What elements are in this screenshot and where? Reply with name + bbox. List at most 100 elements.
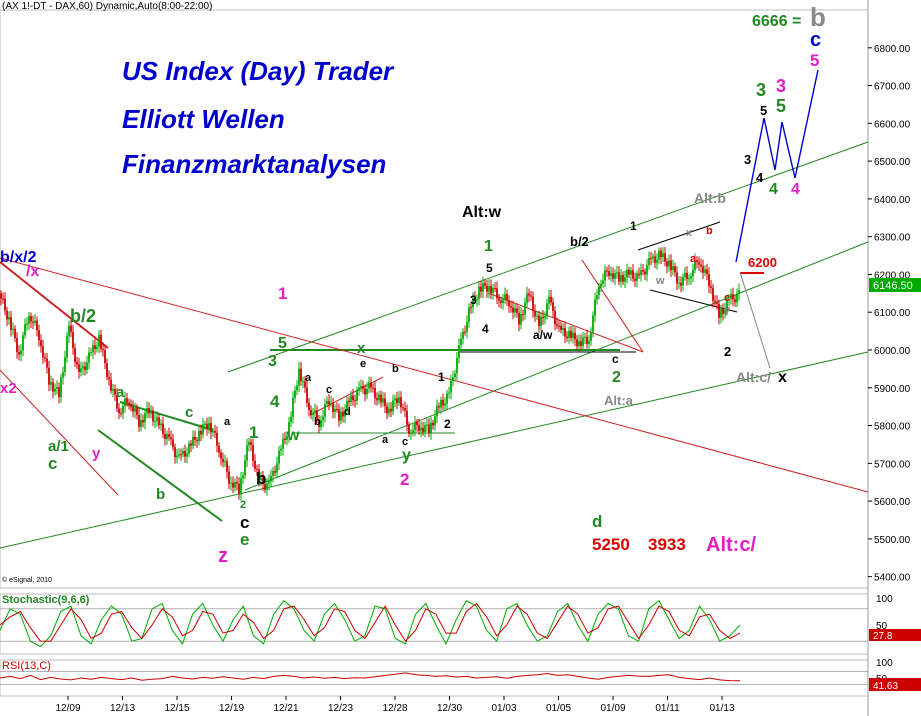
price-tick-label: 6300.00: [874, 233, 911, 244]
price-bar-body: [124, 398, 126, 406]
price-bar-body: [320, 420, 322, 427]
wave-label: d: [592, 512, 602, 531]
price-bar-body: [298, 368, 300, 386]
time-tick-label: 01/03: [491, 703, 516, 714]
wave-label: 1: [278, 284, 287, 303]
price-bar-body: [100, 334, 102, 349]
price-bar-body: [198, 430, 200, 442]
price-bar-body: [634, 278, 636, 281]
price-bar-body: [112, 389, 114, 391]
indicator-tick-label: 100: [876, 594, 893, 605]
price-bar-body: [158, 417, 160, 426]
price-bar-body: [192, 436, 194, 446]
wave-label: c: [326, 384, 332, 396]
price-bar-body: [190, 443, 192, 446]
price-bar-body: [684, 272, 686, 278]
wave-label: w: [655, 275, 665, 287]
price-bar-body: [398, 397, 400, 404]
price-bar-body: [504, 294, 506, 300]
price-bar-body: [94, 345, 96, 349]
price-bar-body: [714, 300, 716, 303]
brand-line-1: US Index (Day) Trader: [122, 56, 395, 86]
price-bar-body: [480, 286, 482, 292]
price-bar-body: [690, 276, 692, 279]
price-bar-body: [454, 373, 456, 378]
price-bar-body: [490, 286, 492, 294]
price-bar-body: [74, 347, 76, 362]
price-bar-body: [594, 299, 596, 316]
price-bar-body: [258, 469, 260, 480]
indicator-line: [0, 599, 741, 648]
price-tick-label: 5600.00: [874, 497, 911, 508]
price-bar-body: [212, 430, 214, 433]
price-bar-body: [526, 293, 528, 304]
wave-label: 5: [776, 96, 786, 116]
wave-label: x: [686, 227, 693, 239]
price-bar-body: [600, 283, 602, 287]
price-bar-body: [704, 269, 706, 273]
price-bar-body: [246, 445, 248, 461]
price-bar-body: [414, 422, 416, 431]
price-bar-body: [422, 427, 424, 432]
price-bar-body: [296, 385, 298, 391]
price-bar-body: [254, 460, 256, 469]
price-bar-body: [558, 325, 560, 327]
price-bar-body: [610, 273, 612, 276]
price-bar-body: [730, 294, 732, 300]
price-bar-body: [12, 328, 14, 330]
price-bar-body: [70, 325, 72, 332]
stochastic-lines: [0, 599, 868, 648]
time-tick-label: 12/23: [328, 703, 353, 714]
price-bar-body: [250, 441, 252, 445]
price-bar-body: [386, 406, 388, 414]
price-bar-body: [356, 390, 358, 401]
price-bar-body: [632, 270, 634, 279]
wave-label: z: [218, 545, 228, 567]
price-bar-body: [598, 286, 600, 296]
price-bar-body: [604, 270, 606, 281]
time-tick-label: 01/05: [546, 703, 571, 714]
price-bar-body: [42, 346, 44, 358]
price-bar-body: [542, 316, 544, 319]
price-bar-body: [722, 308, 724, 314]
price-bar-body: [498, 298, 500, 301]
green-channel-upper: [227, 141, 869, 373]
price-bar-body: [508, 300, 510, 307]
wave-label: 4: [756, 170, 764, 185]
wave-label: 2: [612, 369, 621, 386]
price-bar-body: [702, 266, 704, 273]
price-bar-body: [322, 416, 324, 421]
price-bar-body: [292, 397, 294, 417]
price-bar-body: [138, 415, 140, 427]
price-bar-body: [452, 377, 454, 382]
price-bar-body: [176, 455, 178, 458]
price-bar-body: [146, 408, 148, 414]
price-bar-body: [132, 407, 134, 412]
price-bar-body: [150, 410, 152, 414]
wave-label: c: [810, 29, 821, 51]
time-tick-label: 12/30: [437, 703, 462, 714]
price-bar-body: [676, 272, 678, 284]
price-bar-body: [366, 388, 368, 395]
price-bar-body: [202, 424, 204, 435]
price-bar-body: [166, 434, 168, 440]
price-bar-body: [68, 325, 70, 337]
chart-header: (AX 1!-DT - DAX,60) Dynamic,Auto(8:00-22…: [2, 1, 212, 12]
price-bar-body: [332, 402, 334, 412]
price-tick-label: 5400.00: [874, 573, 911, 584]
wave-label: 2: [400, 470, 409, 489]
price-bar-body: [62, 372, 64, 378]
price-bar-body: [278, 450, 280, 464]
price-bar-body: [662, 253, 664, 258]
price-bar-body: [728, 299, 730, 301]
price-bar-body: [430, 422, 432, 434]
price-bar-body: [102, 348, 104, 351]
price-bar-body: [26, 323, 28, 325]
red-channel-lower: [0, 369, 119, 496]
price-bar-body: [194, 436, 196, 441]
wave-label: 3: [744, 152, 751, 167]
price-bar-body: [300, 368, 302, 382]
wave-label: b: [392, 363, 399, 375]
price-bar-body: [186, 453, 188, 457]
price-bar-body: [522, 313, 524, 315]
